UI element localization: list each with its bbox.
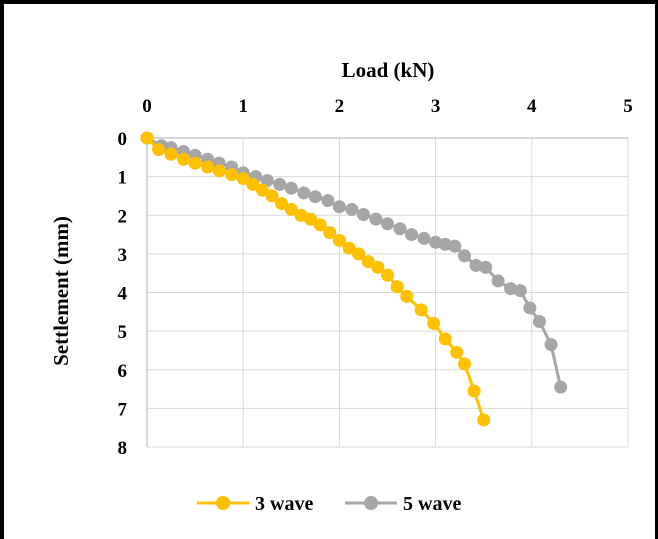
data-point	[345, 202, 359, 216]
legend-label: 3 wave	[255, 493, 313, 515]
data-point	[523, 301, 537, 315]
data-point	[554, 380, 568, 394]
data-point	[450, 345, 464, 359]
data-point	[457, 249, 471, 263]
data-point	[532, 314, 546, 328]
data-point	[513, 284, 527, 298]
data-point	[361, 255, 375, 269]
data-point	[265, 189, 279, 203]
y-tick-label: 8	[118, 438, 128, 459]
x-tick-labels: 0 1 2 3 4 5	[142, 96, 633, 117]
data-point	[255, 183, 269, 197]
data-point	[356, 207, 370, 221]
data-point	[438, 332, 452, 346]
data-point	[469, 258, 483, 272]
y-tick-label: 6	[118, 361, 128, 382]
data-point	[369, 212, 383, 226]
data-point	[304, 212, 318, 226]
y-tick-label: 4	[118, 284, 128, 305]
legend-item: 5 wave	[345, 493, 461, 515]
data-point	[201, 160, 215, 174]
data-point	[140, 131, 154, 145]
data-point	[457, 357, 471, 371]
y-tick-label: 2	[118, 206, 128, 227]
series-line	[146, 136, 563, 388]
data-point	[225, 168, 239, 182]
data-point	[260, 173, 274, 187]
y-tick-label: 3	[118, 245, 128, 266]
data-point	[381, 268, 394, 282]
data-point	[352, 247, 366, 261]
data-point	[467, 384, 481, 398]
x-tick-label: 4	[527, 96, 537, 117]
data-point	[390, 280, 404, 294]
legend-item: 3 wave	[197, 493, 313, 515]
data-point	[438, 237, 452, 251]
legend: 3 wave 5 wave	[197, 493, 461, 515]
x-tick-label: 3	[431, 96, 441, 117]
data-point	[177, 152, 191, 166]
data-point	[332, 233, 346, 247]
data-point	[164, 147, 178, 161]
legend-marker	[364, 496, 378, 510]
y-tick-label: 1	[118, 168, 128, 189]
data-point	[284, 202, 298, 216]
data-point	[323, 226, 337, 240]
data-point	[297, 186, 311, 200]
y-tick-labels: 0 1 2 3 4 5 6 7 8	[118, 129, 128, 459]
x-tick-label: 2	[335, 96, 345, 117]
data-point	[308, 190, 322, 204]
gridlines	[146, 137, 629, 448]
legend-label: 5 wave	[403, 493, 461, 515]
data-point	[477, 413, 491, 427]
data-point	[414, 303, 428, 317]
data-point	[246, 177, 260, 191]
data-point	[273, 177, 287, 191]
data-point	[417, 231, 431, 245]
x-tick-label: 5	[623, 96, 633, 117]
y-axis-label: Settlement (mm)	[49, 216, 73, 366]
data-point	[400, 289, 414, 303]
x-tick-label: 0	[142, 96, 152, 117]
data-point	[284, 181, 298, 195]
series-group	[140, 131, 568, 427]
data-point	[381, 217, 394, 231]
series-3-wave	[140, 131, 491, 427]
data-point	[429, 235, 443, 249]
data-point	[313, 218, 327, 232]
series-line	[145, 136, 486, 421]
data-point	[479, 260, 493, 274]
y-tick-label: 0	[118, 129, 128, 150]
data-point	[448, 239, 462, 253]
data-point	[491, 274, 505, 288]
data-point	[212, 164, 226, 178]
data-point	[188, 156, 202, 170]
x-axis-label: Load (kN)	[342, 58, 435, 82]
x-tick-label: 1	[238, 96, 248, 117]
data-point	[321, 194, 335, 208]
legend-marker	[216, 496, 230, 510]
data-point	[393, 222, 407, 236]
data-point	[427, 316, 441, 330]
data-point	[275, 197, 289, 211]
data-point	[405, 228, 419, 242]
data-point	[332, 200, 346, 214]
data-point	[152, 143, 166, 157]
data-point	[342, 241, 356, 255]
data-point	[371, 260, 385, 274]
y-tick-label: 5	[118, 322, 128, 343]
y-tick-label: 7	[118, 399, 128, 420]
data-point	[544, 338, 558, 352]
data-point	[504, 282, 518, 296]
data-point	[236, 172, 250, 186]
